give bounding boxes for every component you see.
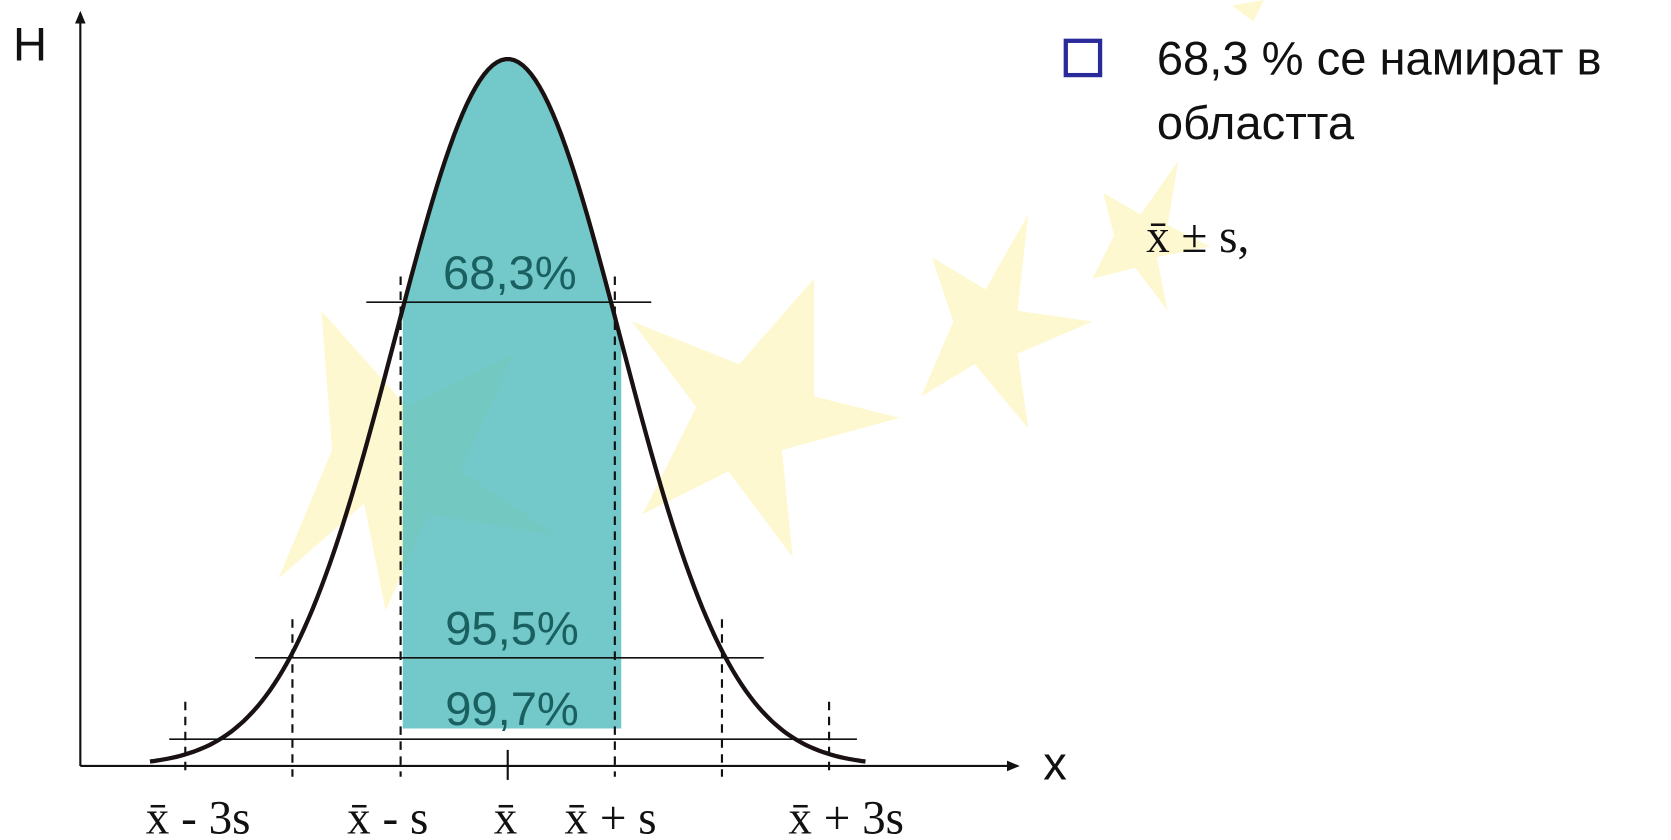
x-tick-label: x̄ <box>494 793 518 840</box>
x-axis-label: x <box>1043 737 1067 790</box>
bullet-text: областта <box>1157 96 1355 149</box>
x-tick-label: x̄ + 3s <box>788 793 904 840</box>
formula: x̄ ± s, <box>1146 211 1249 263</box>
x-tick-label: x̄ + s <box>565 793 657 840</box>
band-label: 95,5% <box>445 602 579 655</box>
x-tick-label: x̄ - 3s <box>146 793 251 840</box>
band-label: 99,7% <box>445 682 579 735</box>
y-axis-label: H <box>13 18 47 71</box>
bullet-text: 68,3 % се намират в <box>1157 32 1602 85</box>
band-label: 68,3% <box>443 246 577 299</box>
x-tick-label: x̄ - s <box>347 793 428 840</box>
bullet-marker <box>1066 41 1100 75</box>
slide: 68,3% 95,5% 99,7% H x x̄ - 3s x̄ - s x̄ … <box>0 0 1671 840</box>
